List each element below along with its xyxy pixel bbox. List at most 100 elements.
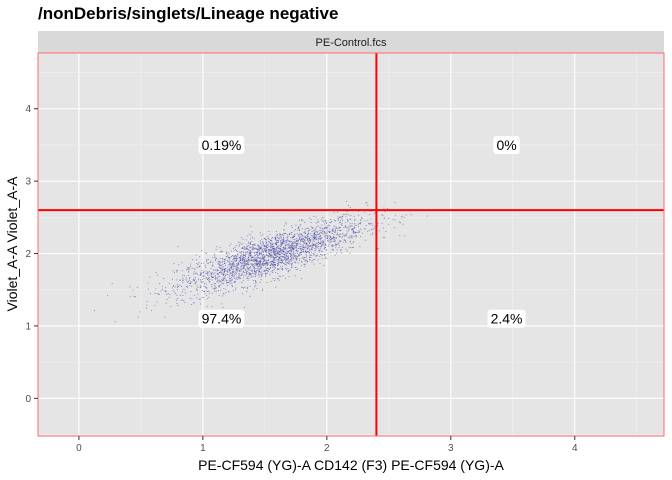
event-point	[266, 264, 268, 266]
event-point	[270, 240, 272, 242]
event-point	[222, 270, 223, 271]
event-point	[267, 243, 269, 245]
event-point	[288, 250, 290, 252]
event-point	[157, 293, 159, 295]
event-point	[321, 232, 323, 234]
event-point	[290, 254, 291, 256]
event-point	[287, 258, 289, 260]
event-point	[247, 279, 249, 281]
event-point	[245, 261, 247, 263]
event-point	[341, 216, 343, 218]
event-point	[316, 246, 318, 248]
event-point	[313, 263, 315, 265]
event-point	[336, 232, 338, 234]
event-point	[332, 236, 334, 237]
event-point	[295, 247, 297, 248]
event-point	[231, 286, 233, 287]
event-point	[293, 253, 295, 255]
event-point	[260, 235, 262, 237]
event-point	[210, 268, 212, 269]
event-point	[282, 233, 284, 235]
event-point	[263, 254, 264, 255]
event-point	[276, 236, 278, 238]
event-point	[275, 254, 277, 256]
event-point	[207, 275, 209, 276]
event-point	[330, 241, 332, 242]
event-point	[309, 217, 311, 219]
event-point	[340, 229, 342, 231]
event-point	[246, 277, 248, 279]
event-point	[243, 279, 244, 281]
event-point	[260, 262, 261, 263]
event-point	[190, 263, 192, 265]
event-point	[238, 268, 240, 270]
event-point	[277, 278, 279, 280]
event-point	[232, 272, 234, 273]
event-point	[208, 280, 210, 282]
event-point	[267, 260, 269, 262]
event-point	[355, 232, 357, 234]
event-point	[275, 244, 277, 245]
event-point	[370, 228, 372, 230]
event-point	[329, 239, 331, 241]
event-point	[295, 258, 297, 260]
event-point	[293, 235, 294, 237]
event-point	[314, 230, 316, 232]
event-point	[94, 310, 95, 311]
event-point	[343, 234, 345, 236]
event-point	[205, 287, 207, 289]
event-point	[291, 244, 293, 245]
event-point	[247, 269, 249, 270]
event-point	[404, 235, 406, 237]
event-point	[353, 227, 355, 229]
event-point	[218, 295, 220, 296]
event-point	[297, 240, 299, 242]
event-point	[322, 220, 324, 222]
event-point	[307, 240, 309, 242]
event-point	[239, 252, 241, 254]
event-point	[211, 305, 213, 307]
event-point	[327, 238, 328, 240]
event-point	[370, 211, 372, 212]
quadrant-gate[interactable]	[38, 53, 664, 436]
event-point	[212, 257, 214, 258]
event-point	[255, 270, 257, 272]
event-point	[310, 254, 312, 256]
event-point	[293, 243, 295, 244]
quadrant-label-background	[198, 135, 245, 154]
event-point	[197, 264, 199, 265]
event-point	[236, 258, 238, 259]
event-point	[217, 273, 219, 275]
event-point	[275, 231, 277, 232]
event-point	[262, 250, 264, 252]
event-point	[273, 259, 275, 261]
event-point	[273, 249, 275, 251]
event-point	[265, 248, 267, 250]
event-point	[302, 250, 304, 252]
quadrant-label-background	[198, 309, 245, 328]
event-point	[246, 263, 248, 265]
event-point	[251, 245, 253, 247]
event-point	[395, 215, 396, 217]
event-point	[292, 259, 294, 261]
event-point	[271, 245, 273, 247]
event-point	[219, 263, 221, 265]
event-point	[159, 283, 161, 284]
event-point	[276, 247, 278, 248]
event-point	[333, 225, 335, 227]
event-point	[254, 268, 256, 269]
event-point	[301, 235, 303, 237]
event-point	[343, 239, 345, 241]
event-point	[225, 270, 227, 272]
event-point	[233, 255, 235, 257]
event-point	[243, 246, 245, 247]
event-point	[269, 254, 271, 255]
event-point	[263, 245, 265, 247]
event-point	[273, 251, 275, 252]
event-point	[321, 224, 323, 226]
event-point	[287, 256, 289, 257]
event-point	[330, 237, 332, 238]
event-point	[320, 230, 322, 231]
event-point	[237, 268, 239, 270]
event-point	[293, 252, 295, 254]
